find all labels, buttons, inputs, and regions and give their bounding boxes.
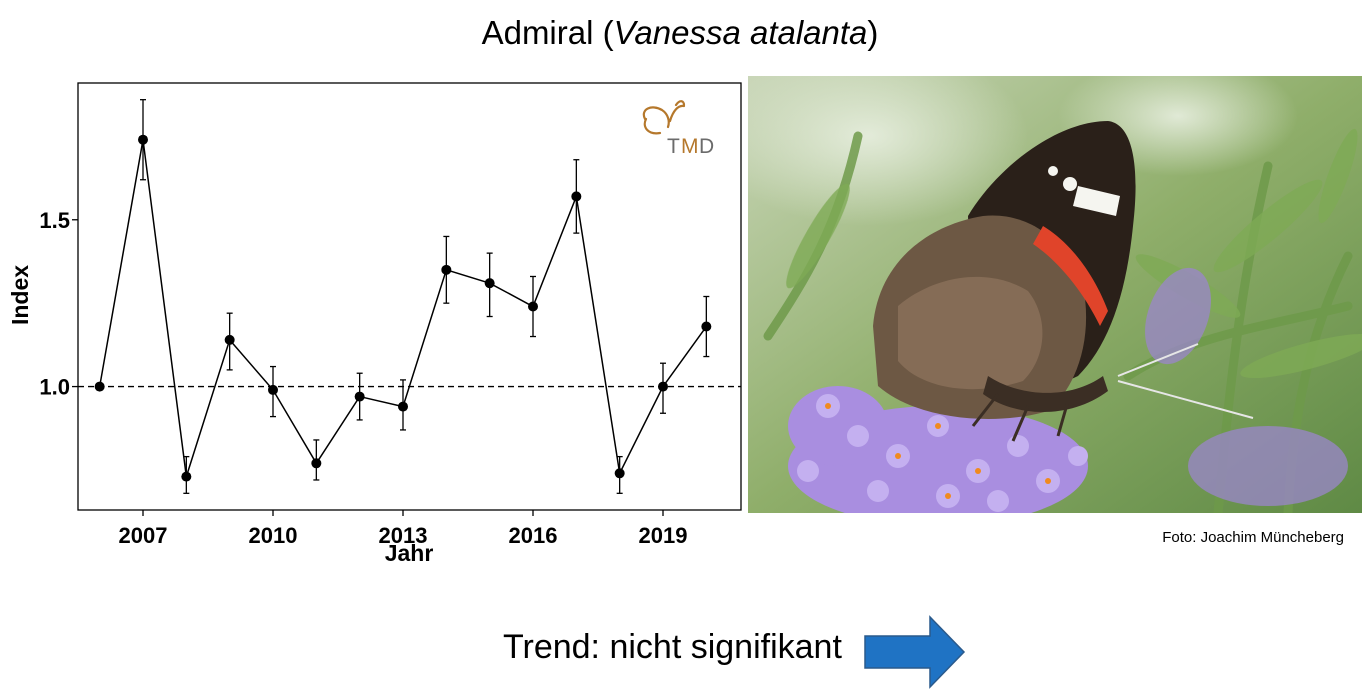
data-point xyxy=(268,384,278,395)
x-tick-label: 2019 xyxy=(639,523,688,548)
data-point xyxy=(658,381,668,392)
title-species: Vanessa atalanta xyxy=(613,14,868,51)
butterfly-photo xyxy=(748,76,1362,513)
butterfly-logo-icon xyxy=(642,100,686,135)
data-point xyxy=(701,321,712,332)
logo-letter-d: D xyxy=(699,135,714,158)
tmd-logo: T M D xyxy=(642,100,714,158)
data-point xyxy=(181,471,192,482)
photo-illustration xyxy=(748,76,1362,513)
data-point xyxy=(354,391,365,402)
trend-label: Trend: nicht signifikant xyxy=(503,628,842,666)
photo-credit: Foto: Joachim Müncheberg xyxy=(1162,529,1344,546)
data-point xyxy=(441,264,452,275)
data-point xyxy=(398,401,408,412)
data-point xyxy=(571,191,582,202)
y-axis-label: Index xyxy=(7,265,33,325)
data-points xyxy=(94,134,712,482)
plot-panel xyxy=(77,82,742,511)
x-axis-label: Jahr xyxy=(385,540,434,566)
data-point xyxy=(614,468,625,479)
slide-title: Admiral (Vanessa atalanta) xyxy=(0,14,1362,52)
data-point xyxy=(94,381,105,392)
chart-svg: 2007 2010 2013 2016 2019 1.0 1.5 Jahr Index T … xyxy=(7,82,742,566)
y-tick-label: 1.0 xyxy=(39,375,70,400)
x-tick-label: 2016 xyxy=(509,523,558,548)
butterfly-shape xyxy=(873,121,1254,442)
axis-ticks: 2007 2010 2013 2016 2019 1.0 1.5 xyxy=(39,208,687,548)
title-suffix: ) xyxy=(867,14,879,51)
x-tick-label: 2010 xyxy=(249,523,298,548)
index-chart: 2007 2010 2013 2016 2019 1.0 1.5 Jahr Index T … xyxy=(0,70,750,580)
y-tick-label: 1.5 xyxy=(39,208,70,233)
data-point xyxy=(311,458,322,469)
logo-letter-m: M xyxy=(681,135,699,158)
data-point xyxy=(484,278,495,289)
x-tick-label: 2007 xyxy=(119,523,168,548)
x-tick-label: 2013 xyxy=(379,523,428,548)
data-point xyxy=(138,134,148,145)
logo-letter-t: T xyxy=(667,135,680,158)
data-point xyxy=(528,301,538,312)
arrow-right-icon xyxy=(864,615,966,689)
data-point xyxy=(224,334,235,345)
title-prefix: Admiral ( xyxy=(481,14,614,51)
